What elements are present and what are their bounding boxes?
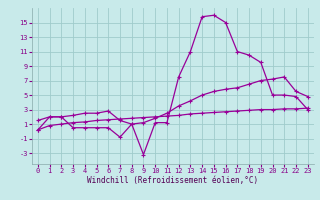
X-axis label: Windchill (Refroidissement éolien,°C): Windchill (Refroidissement éolien,°C) [87,176,258,185]
